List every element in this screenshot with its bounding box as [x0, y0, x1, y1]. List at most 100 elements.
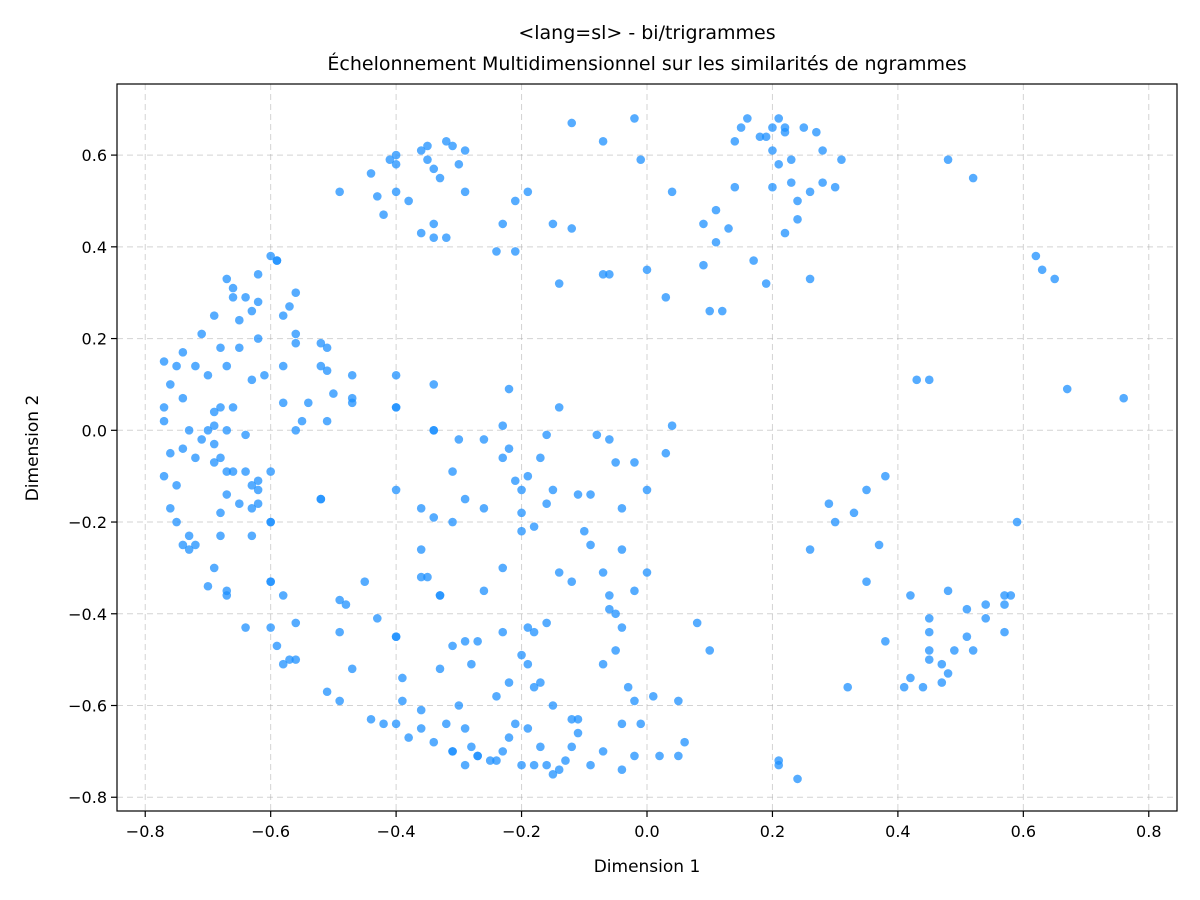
- data-point: [266, 467, 275, 476]
- y-tick-label: 0.6: [82, 146, 107, 165]
- data-point: [573, 714, 583, 724]
- data-point: [736, 123, 746, 132]
- data-point: [617, 545, 627, 554]
- data-point: [467, 742, 476, 752]
- data-point: [266, 251, 275, 261]
- data-point: [749, 256, 758, 265]
- data-point: [178, 540, 188, 550]
- data-point: [567, 118, 577, 128]
- data-point: [523, 471, 533, 481]
- data-point: [159, 471, 169, 481]
- data-point: [786, 155, 796, 164]
- data-point: [843, 682, 853, 692]
- data-point: [291, 329, 301, 339]
- data-point: [906, 591, 915, 600]
- data-point: [209, 563, 219, 573]
- data-point: [253, 476, 263, 486]
- data-point: [391, 370, 401, 380]
- data-point: [467, 659, 476, 669]
- data-point: [674, 696, 683, 706]
- data-point: [435, 591, 445, 600]
- data-point: [479, 435, 489, 444]
- data-point: [968, 173, 978, 183]
- data-point: [159, 416, 169, 426]
- data-point: [837, 155, 846, 164]
- data-point: [435, 664, 445, 674]
- axis-ticks: −0.8 −0.6 −0.4 −0.2 0.0 0.2 0.4 0.6 0.8 −0.8 −0.6 −…: [68, 146, 1161, 841]
- data-point: [906, 673, 915, 683]
- data-point: [642, 265, 652, 275]
- data-point: [567, 224, 577, 233]
- data-point: [347, 664, 357, 674]
- data-point: [598, 747, 608, 756]
- data-point: [1006, 591, 1016, 600]
- data-point: [510, 196, 520, 206]
- data-point: [360, 577, 370, 586]
- x-tick-label: 0.4: [885, 822, 910, 841]
- data-point: [429, 737, 439, 747]
- data-point: [924, 655, 934, 664]
- data-point: [774, 114, 784, 123]
- data-point: [391, 719, 401, 729]
- data-point: [159, 403, 169, 412]
- data-point: [830, 517, 840, 527]
- data-point: [918, 682, 928, 692]
- data-point: [504, 384, 514, 394]
- data-point: [730, 182, 740, 192]
- data-point: [216, 453, 225, 463]
- data-point: [617, 503, 627, 513]
- data-point: [423, 572, 432, 582]
- data-point: [768, 146, 777, 155]
- data-point: [366, 714, 376, 724]
- data-point: [962, 632, 972, 642]
- data-point: [554, 403, 564, 412]
- data-point: [216, 403, 225, 412]
- data-point: [862, 577, 871, 586]
- data-point: [517, 508, 526, 518]
- data-point: [536, 742, 545, 752]
- data-point: [705, 646, 715, 655]
- data-point: [786, 178, 796, 187]
- data-point: [561, 756, 570, 765]
- data-point: [542, 430, 551, 440]
- data-point: [235, 499, 244, 508]
- data-point: [247, 375, 257, 385]
- data-point: [1000, 627, 1009, 637]
- data-point: [818, 178, 827, 187]
- data-point: [510, 719, 520, 729]
- data-point: [529, 682, 539, 692]
- y-tick-label: −0.8: [68, 788, 107, 807]
- data-point: [416, 146, 426, 155]
- data-point: [768, 182, 777, 192]
- data-point: [950, 646, 959, 655]
- data-point: [492, 692, 501, 701]
- data-point: [454, 701, 464, 710]
- data-point: [266, 517, 275, 527]
- data-point: [297, 416, 307, 426]
- data-point: [542, 499, 551, 508]
- data-point: [730, 137, 740, 146]
- data-point: [774, 159, 784, 169]
- data-point: [642, 485, 652, 495]
- x-tick-label: −0.8: [126, 822, 165, 841]
- data-point: [178, 348, 188, 357]
- data-point: [981, 600, 990, 609]
- data-point: [253, 499, 263, 508]
- data-point: [209, 439, 219, 449]
- data-point: [228, 283, 238, 293]
- data-point: [416, 228, 426, 238]
- data-point: [761, 279, 771, 288]
- data-point: [655, 751, 664, 761]
- y-axis-label: Dimension 2: [23, 395, 43, 502]
- data-point: [661, 292, 671, 302]
- data-point: [479, 503, 489, 513]
- data-point: [793, 774, 802, 784]
- data-point: [448, 467, 457, 476]
- data-point: [278, 311, 288, 320]
- data-point: [172, 481, 181, 490]
- data-point: [586, 760, 595, 770]
- data-point: [272, 641, 282, 651]
- data-point: [924, 375, 934, 385]
- y-tick-label: −0.6: [68, 697, 107, 716]
- data-point: [391, 159, 401, 169]
